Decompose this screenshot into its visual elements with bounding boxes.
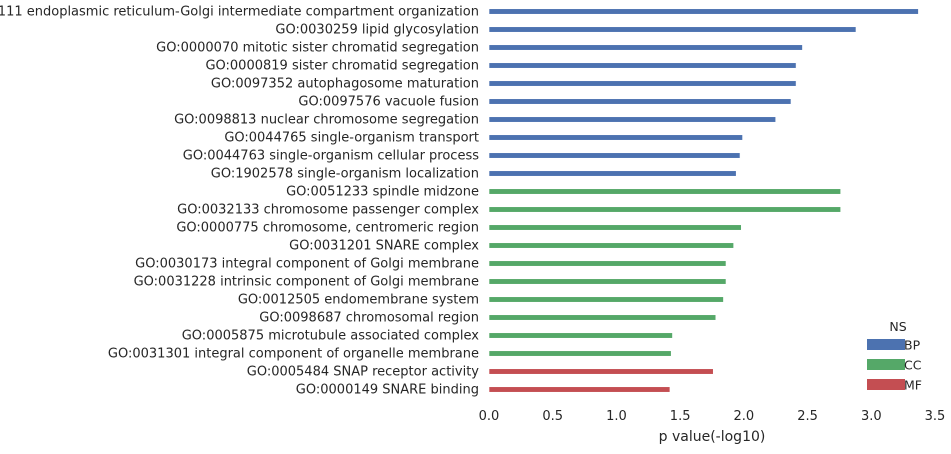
bar-19 xyxy=(488,332,673,339)
x-tick-label: 3.0 xyxy=(861,409,882,424)
category-label: GO:0098813 nuclear chromosome segregatio… xyxy=(174,113,479,128)
x-tick-label: 1.5 xyxy=(670,409,691,424)
legend-swatch-cc xyxy=(867,359,905,370)
bar-22 xyxy=(488,386,671,393)
x-tick-label: 0.5 xyxy=(542,409,563,424)
category-labels: GO:0097111 endoplasmic reticulum-Golgi i… xyxy=(0,5,479,398)
bar-7 xyxy=(488,116,777,123)
category-label: GO:0044763 single-organism cellular proc… xyxy=(183,149,479,164)
category-label: GO:1902578 single-organism localization xyxy=(211,167,479,182)
bar-13 xyxy=(488,224,742,231)
category-label: GO:0000819 sister chromatid segregation xyxy=(205,59,479,74)
x-tick-label: 2.5 xyxy=(797,409,818,424)
category-label: GO:0044765 single-organism transport xyxy=(224,131,479,146)
bar-18 xyxy=(488,314,717,321)
bar-21 xyxy=(488,368,714,375)
bar-15 xyxy=(488,260,727,267)
bar-6 xyxy=(488,98,792,105)
x-tick-label: 1.0 xyxy=(606,409,627,424)
category-label: GO:0097111 endoplasmic reticulum-Golgi i… xyxy=(0,5,479,20)
category-label: GO:0000775 chromosome, centromeric regio… xyxy=(176,221,479,236)
legend-label-cc: CC xyxy=(904,358,922,373)
category-label: GO:0030259 lipid glycosylation xyxy=(275,23,479,38)
x-axis-title: p value(-log10) xyxy=(659,429,766,445)
legend-label-bp: BP xyxy=(904,338,921,353)
bars-group xyxy=(488,8,919,393)
bar-1 xyxy=(488,8,919,15)
category-label: GO:0012505 endomembrane system xyxy=(238,293,479,308)
bar-9 xyxy=(488,152,741,159)
x-axis-ticks: 0.0 0.5 1.0 1.5 2.0 2.5 3.0 3.5 xyxy=(479,409,946,424)
legend-title: NS xyxy=(889,319,906,334)
category-label: GO:0000149 SNARE binding xyxy=(296,383,479,398)
category-label: GO:0032133 chromosome passenger complex xyxy=(177,203,479,218)
category-label: GO:0031301 integral component of organel… xyxy=(108,347,479,362)
bar-20 xyxy=(488,350,672,357)
category-label: GO:0000070 mitotic sister chromatid segr… xyxy=(156,41,479,56)
legend: NS BP CC MF xyxy=(867,319,922,393)
bar-16 xyxy=(488,278,727,285)
category-label: GO:0005484 SNAP receptor activity xyxy=(247,365,480,380)
x-tick-label: 3.5 xyxy=(925,409,946,424)
category-label: GO:0098687 chromosomal region xyxy=(259,311,479,326)
category-label: GO:0005875 microtubule associated comple… xyxy=(182,329,480,344)
category-label: GO:0097576 vacuole fusion xyxy=(298,95,479,110)
bar-10 xyxy=(488,170,737,177)
bar-8 xyxy=(488,134,743,141)
bar-4 xyxy=(488,62,797,69)
bar-5 xyxy=(488,80,797,87)
category-label: GO:0031201 SNARE complex xyxy=(289,239,479,254)
x-tick-label: 0.0 xyxy=(479,409,500,424)
category-label: GO:0097352 autophagosome maturation xyxy=(211,77,479,92)
category-label: GO:0030173 integral component of Golgi m… xyxy=(135,257,479,272)
bar-11 xyxy=(488,188,842,195)
bar-12 xyxy=(488,206,842,213)
x-tick-label: 2.0 xyxy=(734,409,755,424)
bar-14 xyxy=(488,242,734,249)
legend-label-mf: MF xyxy=(904,378,922,393)
bar-3 xyxy=(488,44,803,51)
legend-swatch-bp xyxy=(867,339,905,350)
category-label: GO:0031228 intrinsic component of Golgi … xyxy=(134,275,479,290)
bar-2 xyxy=(488,26,857,33)
bar-17 xyxy=(488,296,724,303)
legend-swatch-mf xyxy=(867,379,905,390)
category-label: GO:0051233 spindle midzone xyxy=(286,185,479,200)
